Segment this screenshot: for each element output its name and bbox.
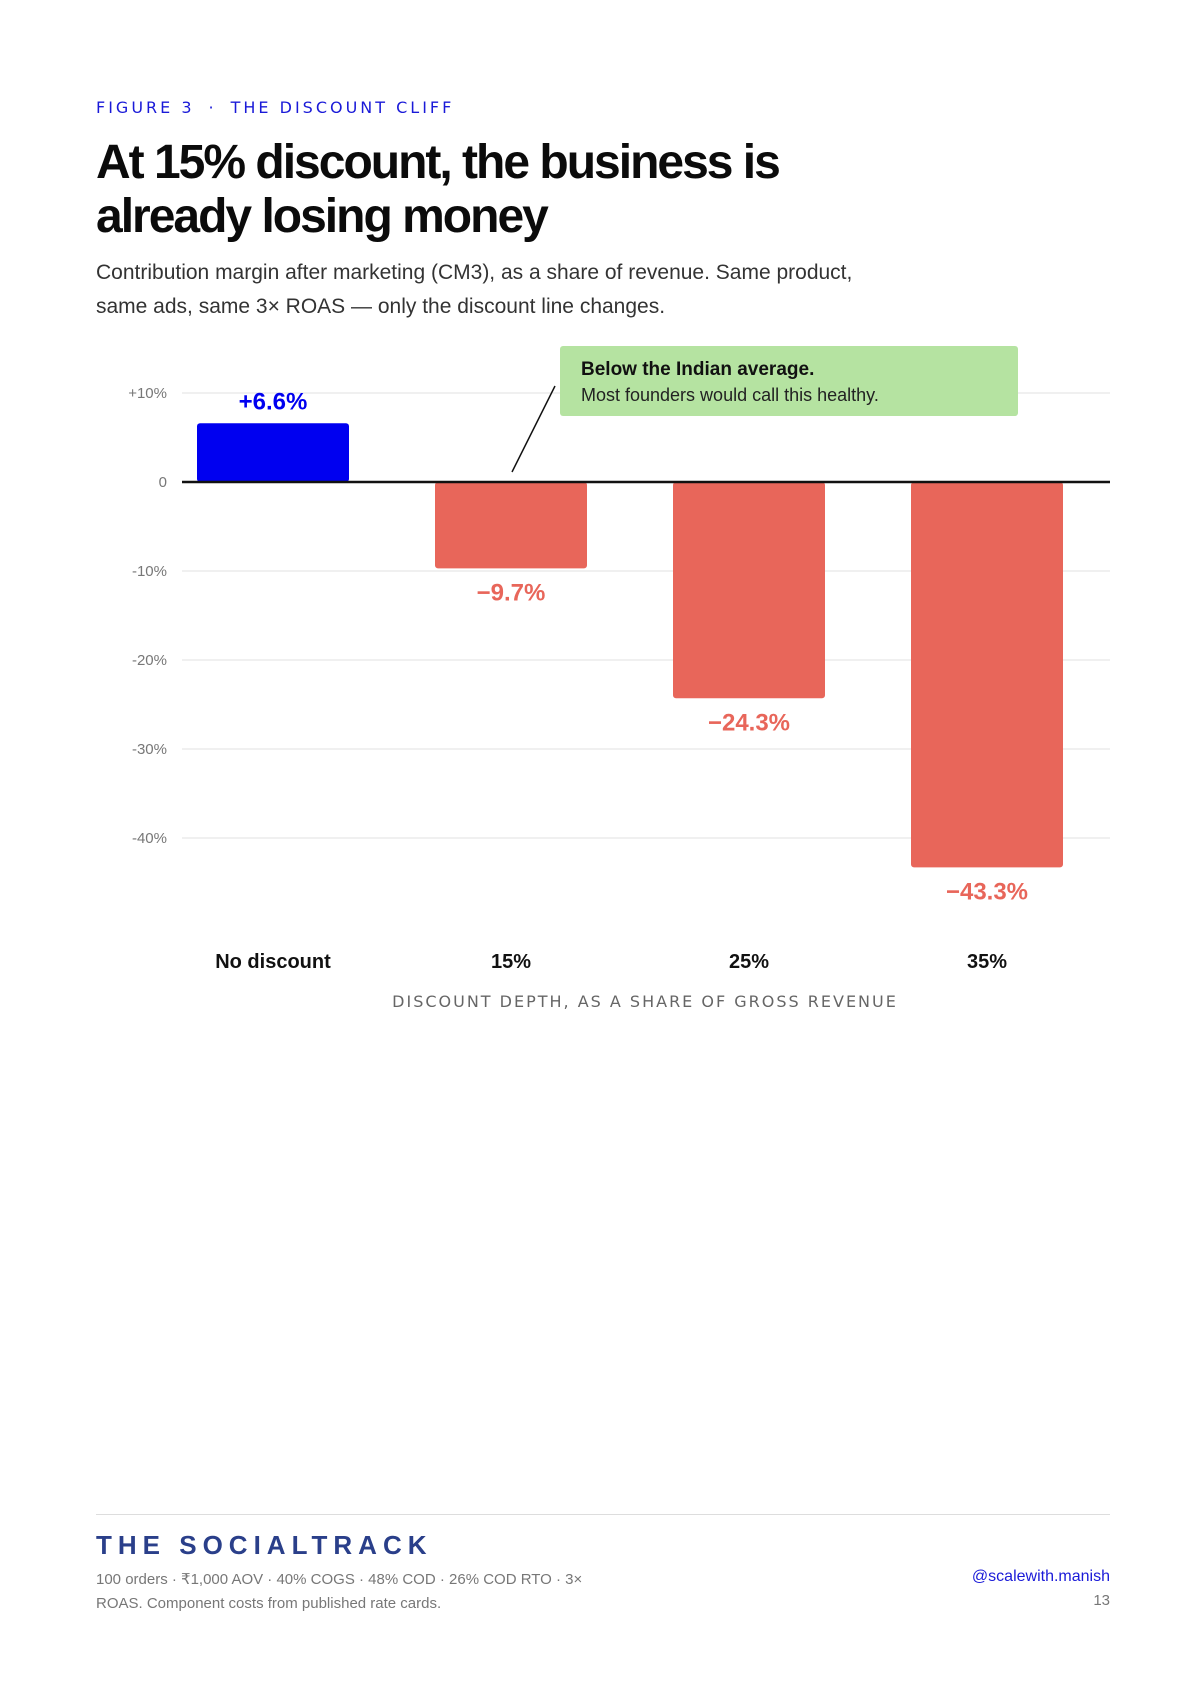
x-axis-title: DISCOUNT DEPTH, AS A SHARE OF GROSS REVE… <box>392 992 898 1011</box>
bar-value-label: −24.3% <box>708 709 790 736</box>
figure-eyebrow: FIGURE 3 · THE DISCOUNT CLIFF <box>96 98 454 117</box>
page-subtitle: Contribution margin after marketing (CM3… <box>96 261 853 318</box>
bar-value-label: +6.6% <box>239 388 308 415</box>
bar <box>197 423 349 482</box>
figure-label: THE DISCOUNT CLIFF <box>230 98 455 117</box>
footnote: 100 orders · ₹1,000 AOV · 40% COGS · 48%… <box>96 1571 583 1612</box>
figure-number: FIGURE 3 <box>96 98 195 117</box>
y-tick-label: -30% <box>132 741 167 758</box>
bar-value-label: −43.3% <box>946 878 1028 905</box>
annotation-leader-line <box>511 385 556 473</box>
category-label: 15% <box>491 951 531 973</box>
y-tick-label: 0 <box>159 474 167 491</box>
y-tick-label: +10% <box>128 385 167 402</box>
page-title: At 15% discount, the business is already… <box>96 136 781 243</box>
y-tick-label: -40% <box>132 830 167 847</box>
bar-value-label: −9.7% <box>477 579 546 606</box>
y-tick-label: -10% <box>132 563 167 580</box>
eyebrow-separator: · <box>208 98 217 117</box>
y-tick-label: -20% <box>132 652 167 669</box>
category-label: No discount <box>215 951 331 973</box>
page-number: 13 <box>1093 1592 1110 1609</box>
footer-divider <box>96 1514 1110 1515</box>
category-label: 25% <box>729 951 769 973</box>
discount-bar-chart: +10% 0 -10% -20% -30% -40% +6.6% No discount −9.… <box>128 346 1110 973</box>
category-label: 35% <box>967 951 1007 973</box>
bar <box>435 482 587 569</box>
brand-logo: THE SOCIALTRACK <box>96 1530 433 1560</box>
bar <box>911 482 1063 868</box>
annotation-title: Below the Indian average. <box>581 359 814 380</box>
bar <box>673 482 825 699</box>
annotation-box <box>560 346 1018 416</box>
author-handle[interactable]: @scalewith.manish <box>971 1568 1110 1585</box>
annotation-text: Most founders would call this healthy. <box>581 385 879 405</box>
